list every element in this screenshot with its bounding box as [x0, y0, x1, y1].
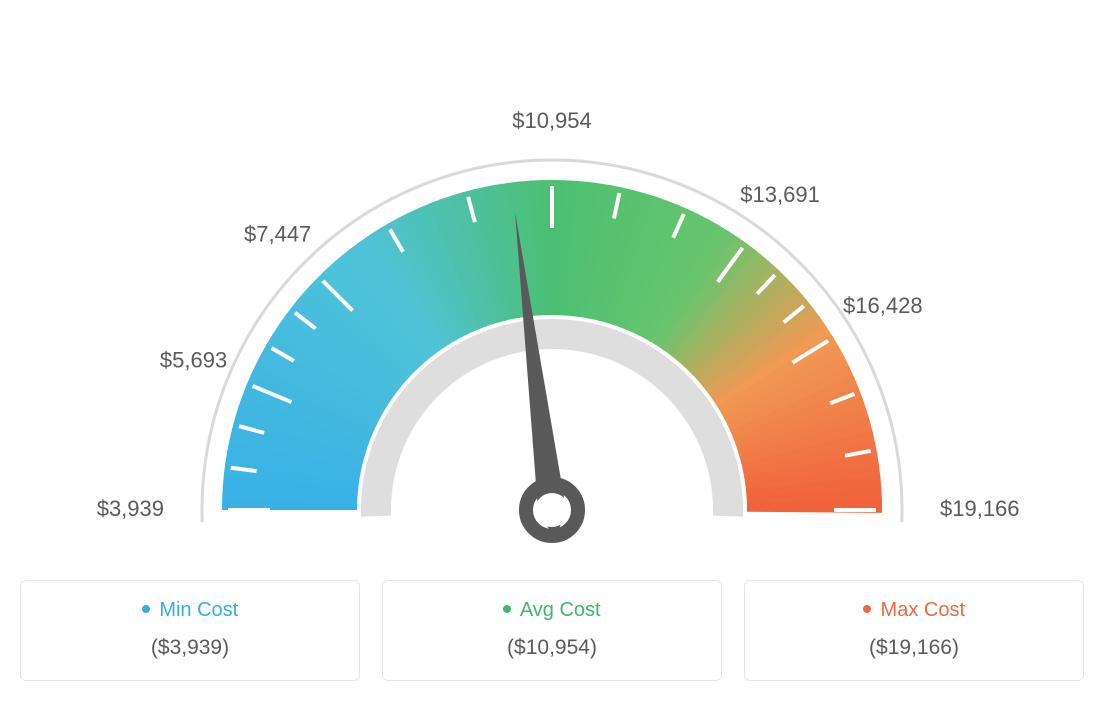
svg-text:$5,693: $5,693: [160, 347, 227, 372]
legend-label: Min Cost: [159, 599, 238, 621]
legend-value-avg: ($10,954): [393, 636, 711, 660]
legend-title-avg: Avg Cost: [393, 599, 711, 622]
legend-value-max: ($19,166): [755, 636, 1073, 660]
legend-label: Max Cost: [881, 599, 965, 621]
svg-text:$3,939: $3,939: [97, 496, 164, 521]
legend-card-avg: Avg Cost ($10,954): [382, 580, 722, 681]
legend-card-min: Min Cost ($3,939): [20, 580, 360, 681]
legend-title-max: Max Cost: [755, 599, 1073, 622]
svg-text:$10,954: $10,954: [512, 108, 592, 133]
legend-title-min: Min Cost: [31, 599, 349, 622]
legend-row: Min Cost ($3,939) Avg Cost ($10,954) Max…: [20, 580, 1084, 681]
svg-text:$7,447: $7,447: [244, 221, 311, 246]
legend-card-max: Max Cost ($19,166): [744, 580, 1084, 681]
dot-icon: [863, 605, 871, 613]
gauge-chart: $3,939 $5,693 $7,447 $10,954 $13,691 $16,428 $…: [20, 30, 1084, 681]
gauge-svg: $3,939 $5,693 $7,447 $10,954 $13,691 $16,428 $…: [20, 30, 1084, 550]
dot-icon: [503, 605, 511, 613]
svg-text:$19,166: $19,166: [940, 496, 1020, 521]
svg-text:$13,691: $13,691: [740, 182, 820, 207]
legend-value-min: ($3,939): [31, 636, 349, 660]
dot-icon: [142, 605, 150, 613]
legend-label: Avg Cost: [520, 599, 601, 621]
svg-text:$16,428: $16,428: [843, 293, 923, 318]
